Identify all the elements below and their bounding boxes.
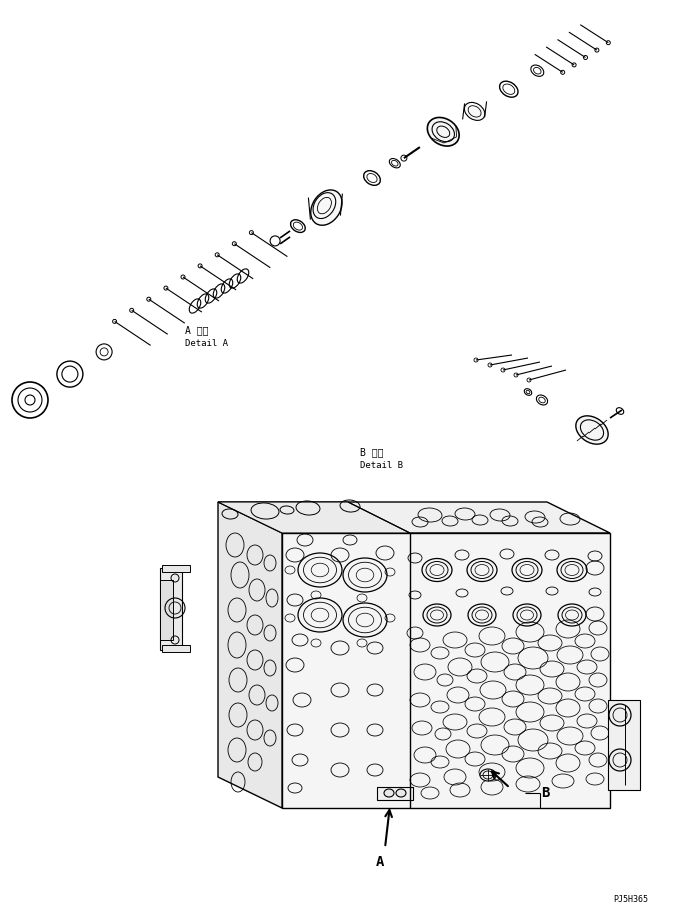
Text: PJ5H365: PJ5H365 [613,895,648,905]
Polygon shape [218,502,410,533]
Polygon shape [162,645,190,652]
Ellipse shape [311,190,342,226]
Polygon shape [377,787,413,800]
Text: B 詳細: B 詳細 [360,447,384,457]
Ellipse shape [384,789,394,797]
Polygon shape [160,568,182,650]
Polygon shape [218,502,610,533]
Ellipse shape [480,769,496,781]
Text: A 詳細: A 詳細 [185,325,208,335]
Polygon shape [282,533,610,808]
Text: A: A [376,855,384,869]
Ellipse shape [576,416,608,444]
Ellipse shape [427,117,459,146]
Text: Detail A: Detail A [185,339,228,349]
Text: Detail B: Detail B [360,461,403,470]
Polygon shape [160,580,173,640]
Text: B: B [541,786,549,800]
Polygon shape [608,700,640,790]
Polygon shape [218,502,282,808]
Polygon shape [162,565,190,572]
Ellipse shape [396,789,406,797]
Ellipse shape [464,103,485,120]
